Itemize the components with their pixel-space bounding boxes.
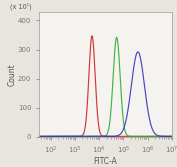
X-axis label: FITC-A: FITC-A	[93, 157, 117, 166]
Y-axis label: Count: Count	[7, 63, 16, 86]
Text: (x 10¹): (x 10¹)	[10, 3, 31, 10]
